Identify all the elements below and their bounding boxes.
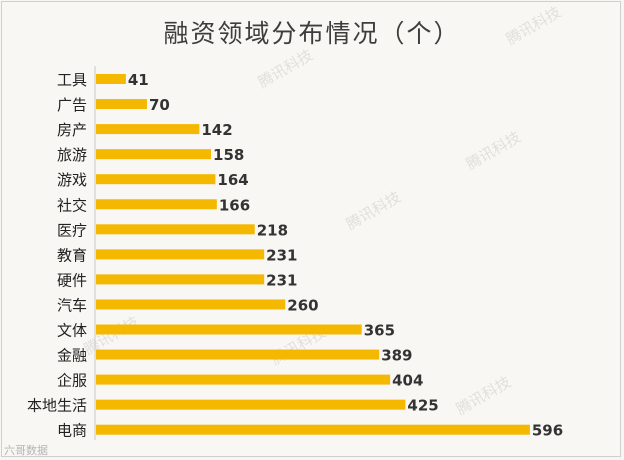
watermark-text: 腾讯科技 xyxy=(453,373,514,419)
bar xyxy=(96,374,391,385)
bar xyxy=(96,199,217,210)
bar xyxy=(96,224,255,235)
category-label: 企服 xyxy=(57,372,87,390)
data-label: 70 xyxy=(149,96,170,114)
watermark-text: 腾讯科技 xyxy=(255,46,316,92)
data-label: 158 xyxy=(213,146,244,164)
category-label: 汽车 xyxy=(57,296,87,314)
category-label: 旅游 xyxy=(57,146,87,164)
bar xyxy=(96,324,362,335)
data-label: 41 xyxy=(128,71,149,89)
bar xyxy=(96,399,406,410)
data-label: 260 xyxy=(287,296,318,314)
bar xyxy=(96,174,216,185)
bar xyxy=(96,299,286,310)
data-label: 389 xyxy=(381,347,412,365)
data-label: 365 xyxy=(364,322,395,340)
category-label: 工具 xyxy=(57,71,87,89)
bar xyxy=(96,424,530,435)
chart-title: 融资领域分布情况（个） xyxy=(163,19,461,48)
bar xyxy=(96,99,147,110)
bar xyxy=(96,124,200,135)
data-label: 166 xyxy=(219,196,250,214)
category-label: 广告 xyxy=(57,96,87,114)
corner-watermark: 六哥数据 xyxy=(4,444,48,457)
data-label: 218 xyxy=(257,221,288,239)
category-label: 金融 xyxy=(57,347,87,365)
category-label: 教育 xyxy=(57,246,87,264)
category-label: 本地生活 xyxy=(27,397,87,415)
bar xyxy=(96,149,212,160)
data-label: 404 xyxy=(392,372,423,390)
bar xyxy=(96,274,265,285)
category-label: 电商 xyxy=(57,422,87,440)
category-label: 硬件 xyxy=(57,271,87,289)
watermark-text: 腾讯科技 xyxy=(503,3,564,49)
bar xyxy=(96,349,380,360)
category-label: 文体 xyxy=(57,322,87,340)
category-label: 游戏 xyxy=(57,171,87,189)
data-label: 231 xyxy=(266,246,297,264)
watermark-text: 腾讯科技 xyxy=(343,188,404,234)
data-label: 425 xyxy=(407,397,438,415)
data-label: 164 xyxy=(217,171,248,189)
data-label: 596 xyxy=(532,422,563,440)
data-label: 142 xyxy=(201,121,232,139)
bar xyxy=(96,74,126,84)
bar xyxy=(96,249,265,260)
category-label: 社交 xyxy=(57,196,87,214)
watermark-text: 腾讯科技 xyxy=(463,128,524,174)
category-label: 医疗 xyxy=(57,221,87,239)
data-label: 231 xyxy=(266,271,297,289)
category-label: 房产 xyxy=(57,121,87,139)
